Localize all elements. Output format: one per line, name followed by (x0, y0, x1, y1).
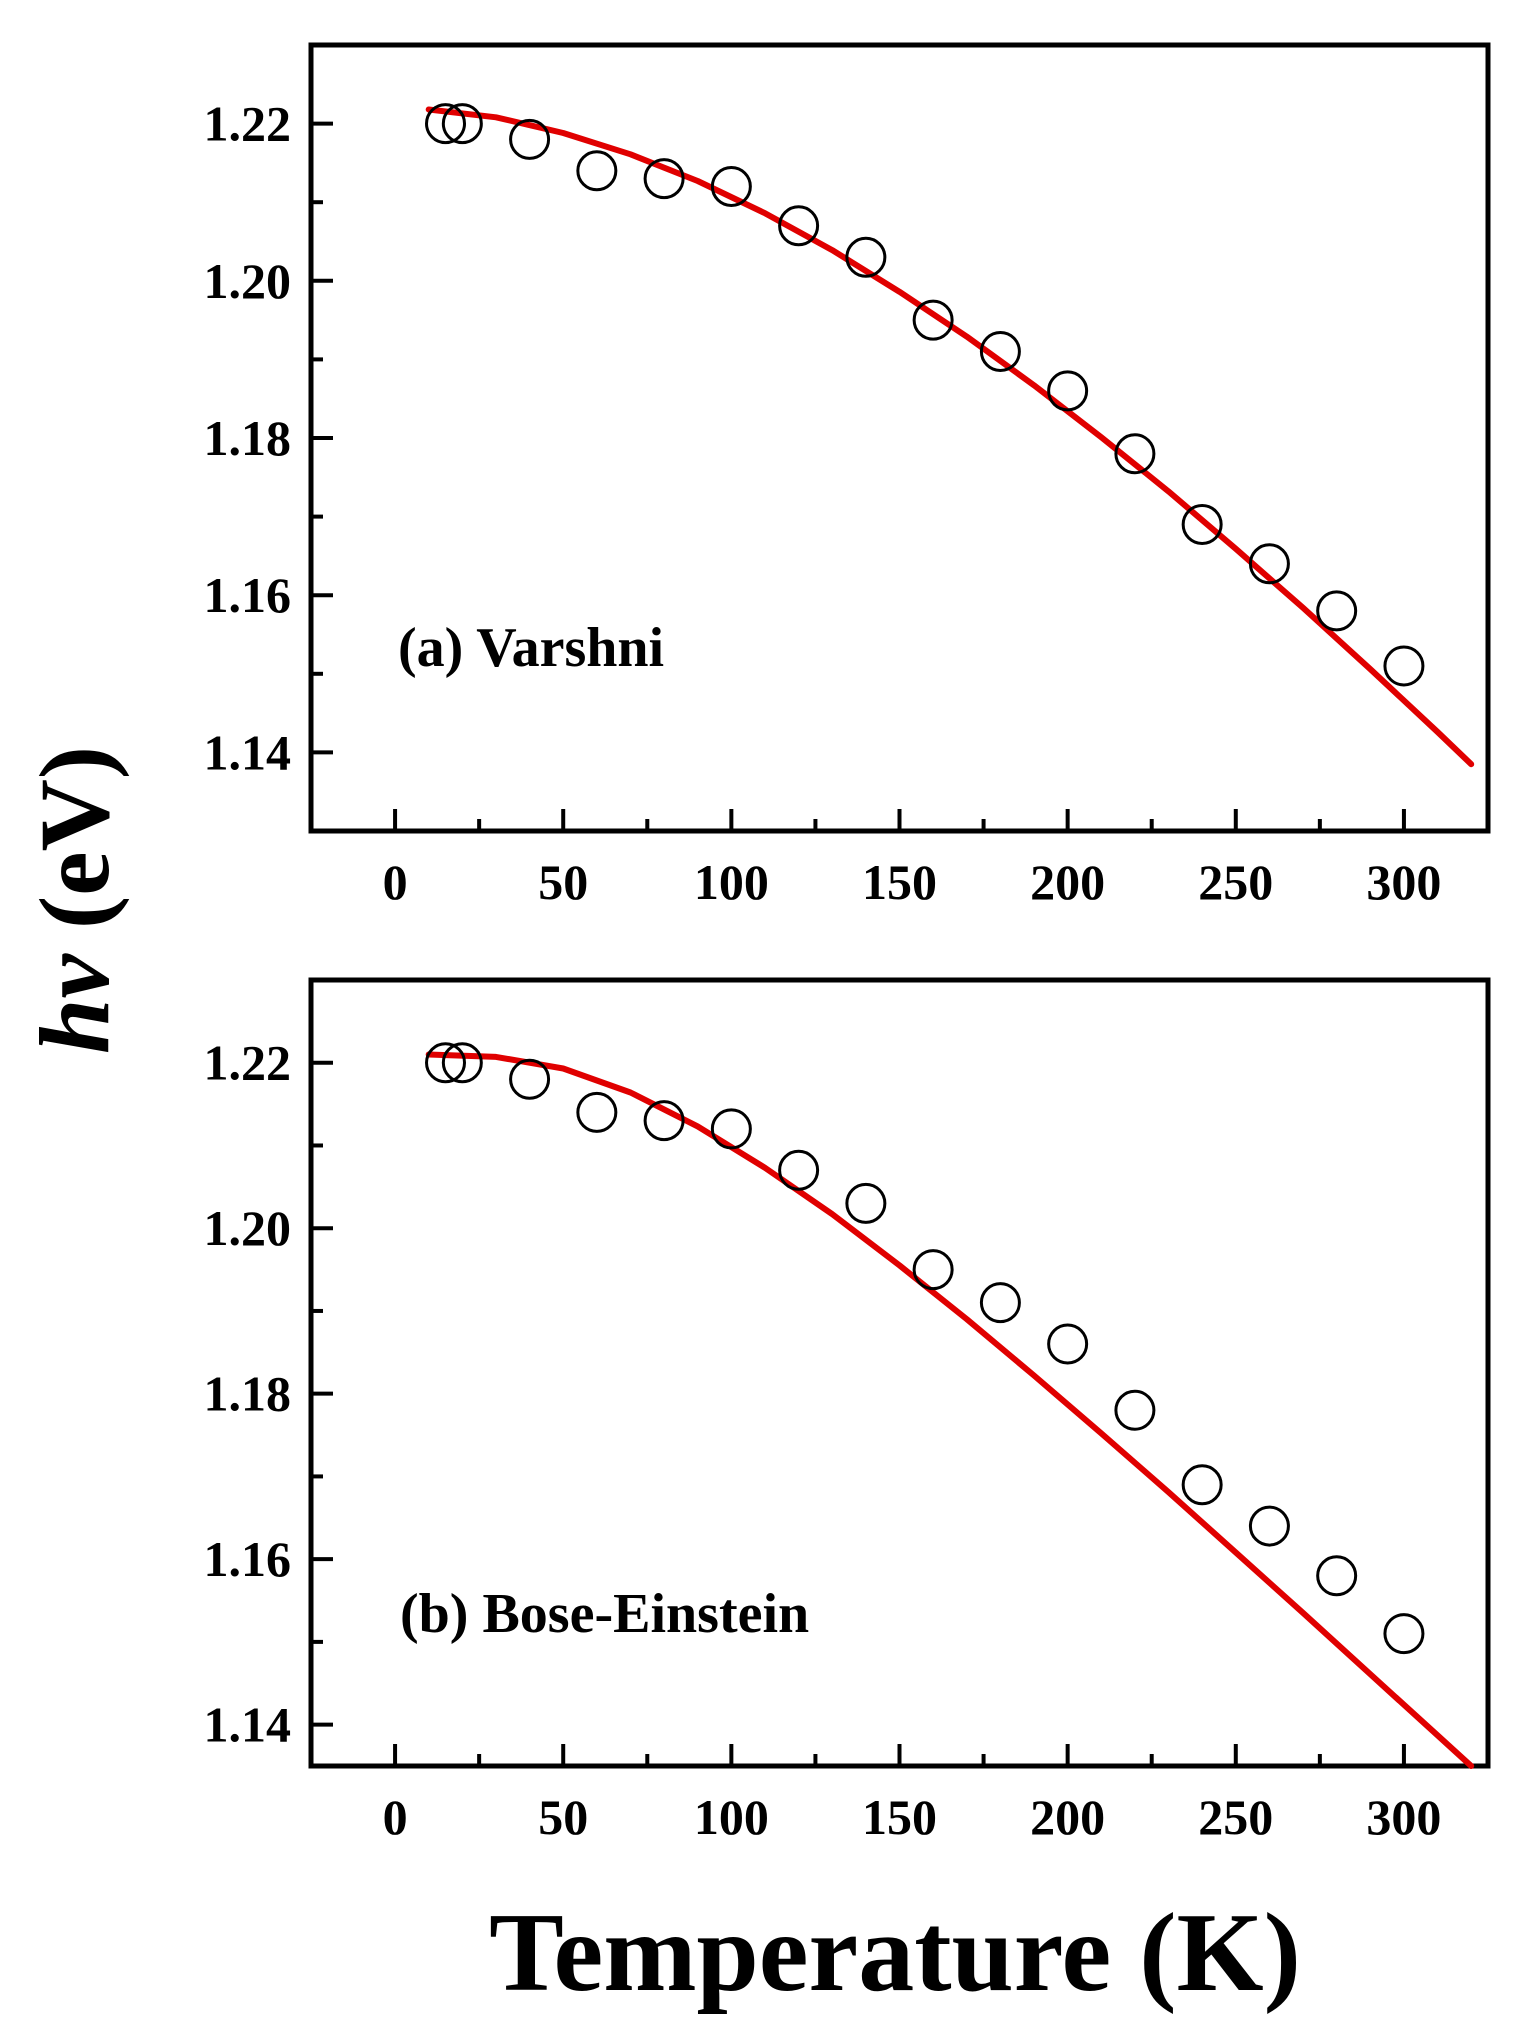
panel-a-data-point (1316, 590, 1358, 632)
y-axis-label-space (19, 929, 130, 954)
panel-b-fit (425, 1051, 1475, 1769)
panel-a-y-tick-label: 1.18 (204, 410, 292, 466)
y-axis-label-unit: (eV) (19, 746, 130, 929)
panel-b-data-point (1316, 1555, 1358, 1597)
panel-a-data-point (1383, 645, 1425, 687)
panel-a-x-tick-label: 0 (383, 854, 408, 910)
panel-a-data-point (576, 150, 618, 192)
panel-b-data-point (643, 1100, 685, 1142)
panel-b-y-tick-label: 1.14 (204, 1697, 292, 1753)
panel-b-data-point (912, 1249, 954, 1291)
panel-b-fit-line (425, 1051, 1475, 1769)
panel-a-y-tick-label: 1.14 (204, 724, 292, 780)
panel-a-x-ticks: 0 50 100 150 200 250 300 (309, 809, 1490, 910)
panel-b-y-tick-label: 1.16 (204, 1531, 292, 1587)
panel-b-data-point (1047, 1323, 1089, 1365)
panel-a-y-tick-label: 1.20 (204, 253, 292, 309)
panel-a-points (425, 103, 1425, 687)
panel-b-data-point (778, 1149, 820, 1191)
panel-b-data-point (979, 1282, 1021, 1324)
panel-a-y-tick-label: 1.22 (204, 96, 292, 152)
panel-b-x-tick-label: 300 (1366, 1789, 1441, 1845)
panel-a-data-point (509, 118, 551, 160)
panel-b-y-tick-label: 1.22 (204, 1035, 292, 1091)
panel-a-fit (425, 106, 1475, 768)
panel-b-data-point (710, 1108, 752, 1150)
panel-b-data-point (425, 1042, 467, 1084)
panel-b-data-point (509, 1058, 551, 1100)
panel-a-fit-line (425, 106, 1475, 768)
panel-a-data-point (1047, 370, 1089, 412)
panel-a-y-ticks: 1.14 1.16 1.18 1.20 1.22 (204, 43, 333, 833)
y-axis-label-symbol: hv (19, 952, 130, 1054)
panel-a-varshni: 0 50 100 150 200 250 300 1.141.161.181.201.22 … (204, 42, 1491, 910)
panel-b-x-ticks: 0 50 100 150 200 250 300 (309, 1744, 1490, 1845)
panel-b-data-point (576, 1091, 618, 1133)
panel-a-data-point (1248, 543, 1290, 585)
panel-a-data-point (778, 205, 820, 247)
panel-b-points (425, 1042, 1425, 1655)
panel-b-data-point (1383, 1613, 1425, 1655)
panel-b-x-tick-label: 200 (1030, 1789, 1105, 1845)
panel-a-x-tick-label: 250 (1198, 854, 1273, 910)
panel-a-data-point (1181, 503, 1223, 545)
panel-a-x-tick-label: 150 (862, 854, 937, 910)
panel-b-data-point (1181, 1464, 1223, 1506)
panel-a-x-tick-label: 50 (538, 854, 588, 910)
panel-a-data-point (912, 299, 954, 341)
panel-a-frame (308, 42, 1491, 834)
panel-a-x-tick-label: 300 (1366, 854, 1441, 910)
panel-a-data-point (425, 103, 467, 145)
panel-b-y-tick-label: 1.18 (204, 1366, 292, 1422)
panel-a-data-point (845, 236, 887, 278)
panel-b-data-point (845, 1182, 887, 1224)
panel-b-frame (308, 977, 1491, 1769)
panel-a-data-point (710, 165, 752, 207)
panel-a-data-point (979, 331, 1021, 373)
panel-a-x-tick-label: 200 (1030, 854, 1105, 910)
panel-a-data-point (441, 103, 483, 145)
x-axis-label: Temperature (K) (489, 1891, 1301, 2015)
panel-b-x-tick-label: 150 (862, 1789, 937, 1845)
panel-b-y-tick-label: 1.20 (204, 1200, 292, 1256)
panel-a-title: (a) Varshni (398, 617, 664, 679)
panel-b-y-ticks: 1.14 1.16 1.18 1.20 1.22 (204, 978, 333, 1753)
panel-b-title: (b) Bose-Einstein (400, 1583, 809, 1645)
panel-b-x-tick-label: 0 (383, 1789, 408, 1845)
panel-b-x-tick-label: 100 (694, 1789, 769, 1845)
panel-a-data-point (643, 158, 685, 200)
panel-b-data-point (441, 1042, 483, 1084)
panel-b-x-tick-label: 250 (1198, 1789, 1273, 1845)
panel-b-x-tick-label: 50 (538, 1789, 588, 1845)
y-axis-label: hv (eV) (19, 746, 130, 1054)
panel-b-data-point (1114, 1389, 1156, 1431)
panel-b-bose-einstein: 0 50 100 150 200 250 300 1.141.161.181.201.22 … (204, 977, 1491, 1845)
panel-a-x-tick-label: 100 (694, 854, 769, 910)
panel-a-data-point (1114, 433, 1156, 475)
panel-a-y-tick-label: 1.16 (204, 567, 292, 623)
panel-b-data-point (1248, 1505, 1290, 1547)
